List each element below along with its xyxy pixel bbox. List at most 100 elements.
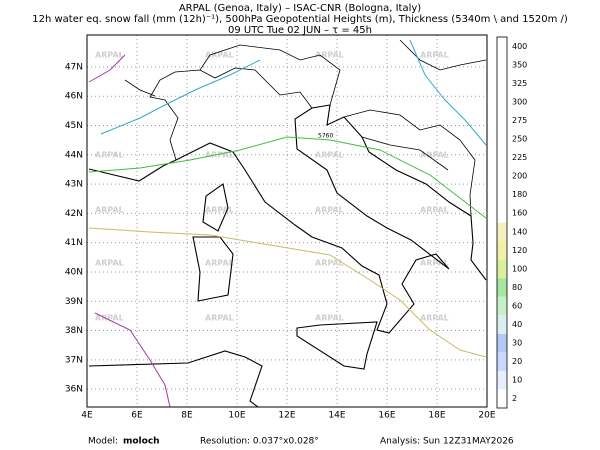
colorbar-frame (496, 36, 508, 409)
y-tick-label: 46N (65, 92, 83, 102)
x-tick-label: 18E (428, 411, 445, 421)
colorbar-cell (497, 129, 507, 149)
colorbar-cell (497, 148, 507, 167)
colorbar-label: 350 (512, 60, 527, 69)
watermark: ARPAL (95, 259, 124, 268)
x-tick-label: 6E (131, 411, 143, 421)
colorbar-label: 180 (512, 190, 527, 199)
colorbar-label: 300 (512, 97, 527, 106)
y-tick-label: 47N (65, 62, 83, 72)
y-tick-label: 44N (65, 150, 83, 160)
colorbar: 2 10 20 30 40 60 80 100 120 140 160 180 200 225 250 275… (496, 36, 527, 409)
colorbar-label: 275 (512, 116, 527, 125)
colorbar-label: 140 (512, 227, 527, 236)
footer-model: moloch (123, 437, 160, 447)
watermark: ARPAL (95, 51, 124, 60)
y-tick-label: 36N (65, 385, 83, 395)
colorbar-cell (497, 111, 507, 130)
y-tick-label: 38N (65, 326, 83, 336)
colorbar-cell (497, 203, 507, 223)
contour-yellow (88, 227, 487, 358)
x-tick-label: 10E (228, 411, 245, 421)
grid (86, 35, 488, 407)
colorbar-label: 400 (512, 42, 527, 51)
footer-model-label: Model: (88, 437, 118, 447)
coastlines (88, 39, 487, 408)
title-line-3: 09 UTC Tue 02 JUN – τ = 45h (228, 25, 372, 36)
watermark: ARPAL (315, 206, 344, 215)
colorbar-cell (497, 278, 507, 297)
footer-analysis: Analysis: Sun 12Z31MAY2026 (380, 437, 514, 447)
colorbar-cell (497, 389, 507, 408)
y-tick-label: 39N (65, 297, 83, 307)
coast-sardinia (192, 236, 234, 302)
colorbar-cell (497, 241, 507, 260)
y-tick-label: 43N (65, 180, 83, 190)
watermark: ARPAL (420, 314, 449, 323)
map-frame (86, 34, 488, 408)
colorbar-label: 120 (512, 246, 527, 255)
colorbar-label: 80 (512, 283, 522, 292)
colorbar-label: 250 (512, 135, 527, 144)
colorbar-cell (497, 37, 507, 56)
x-tick-label: 12E (278, 411, 295, 421)
watermark: ARPAL (420, 51, 449, 60)
colorbar-cell (497, 222, 507, 242)
watermark: ARPAL (315, 259, 344, 268)
watermark: ARPAL (205, 51, 234, 60)
colorbar-cell (497, 315, 507, 334)
watermark: ARPAL (205, 314, 234, 323)
y-tick-label: 37N (65, 355, 83, 365)
colorbar-label: 225 (512, 153, 527, 162)
colorbar-label: 30 (512, 339, 522, 348)
y-tick-label: 42N (65, 209, 83, 219)
colorbar-cell (497, 74, 507, 93)
colorbar-label: 20 (512, 357, 522, 366)
watermarks: ARPAL ARPAL ARPAL ARPAL ARPAL ARPAL ARPAL ARPAL… (95, 51, 449, 323)
y-tick-label: 40N (65, 267, 83, 277)
colorbar-label: 100 (512, 264, 527, 273)
colorbar-cell (497, 166, 507, 186)
x-tick-label: 20E (478, 411, 495, 421)
colorbar-cell (497, 370, 507, 390)
watermark: ARPAL (420, 206, 449, 215)
watermark: ARPAL (205, 151, 234, 160)
colorbar-label: 160 (512, 209, 527, 218)
coast-france-italy (88, 104, 487, 334)
watermark: ARPAL (95, 151, 124, 160)
contour-blue (100, 39, 487, 146)
watermark: ARPAL (315, 51, 344, 60)
colorbar-label: 325 (512, 79, 527, 88)
contour-purple (88, 54, 171, 408)
x-tick-label: 4E (81, 411, 93, 421)
contours (88, 39, 487, 408)
colorbar-cell (497, 55, 507, 75)
colorbar-cell (497, 185, 507, 204)
footer-resolution: Resolution: 0.037°x0.028° (200, 437, 319, 447)
coast-africa (88, 350, 263, 408)
title-line-2: 12h water eq. snow fall (mm (12h)⁻¹), 50… (32, 14, 568, 25)
watermark: ARPAL (205, 259, 234, 268)
contour-label: 5760 (318, 133, 333, 140)
y-tick-label: 45N (65, 121, 83, 131)
x-tick-label: 14E (328, 411, 345, 421)
watermark: ARPAL (315, 151, 344, 160)
colorbar-label: 200 (512, 172, 527, 181)
watermark: ARPAL (420, 151, 449, 160)
title-line-1: ARPAL (Genoa, Italy) – ISAC-CNR (Bologna… (179, 3, 421, 14)
watermark: ARPAL (420, 259, 449, 268)
y-tick-label: 41N (65, 238, 83, 248)
watermark: ARPAL (205, 206, 234, 215)
coast-sicily (296, 321, 378, 370)
colorbar-cell (497, 296, 507, 316)
colorbar-label: 60 (512, 301, 522, 310)
colorbar-label: 10 (512, 376, 522, 385)
contour-green (88, 136, 487, 219)
coast-corsica (202, 183, 229, 232)
watermark: ARPAL (315, 314, 344, 323)
watermark: ARPAL (95, 314, 124, 323)
x-tick-label: 8E (181, 411, 193, 421)
colorbar-label: 2 (512, 394, 517, 403)
colorbar-cell (497, 333, 507, 353)
